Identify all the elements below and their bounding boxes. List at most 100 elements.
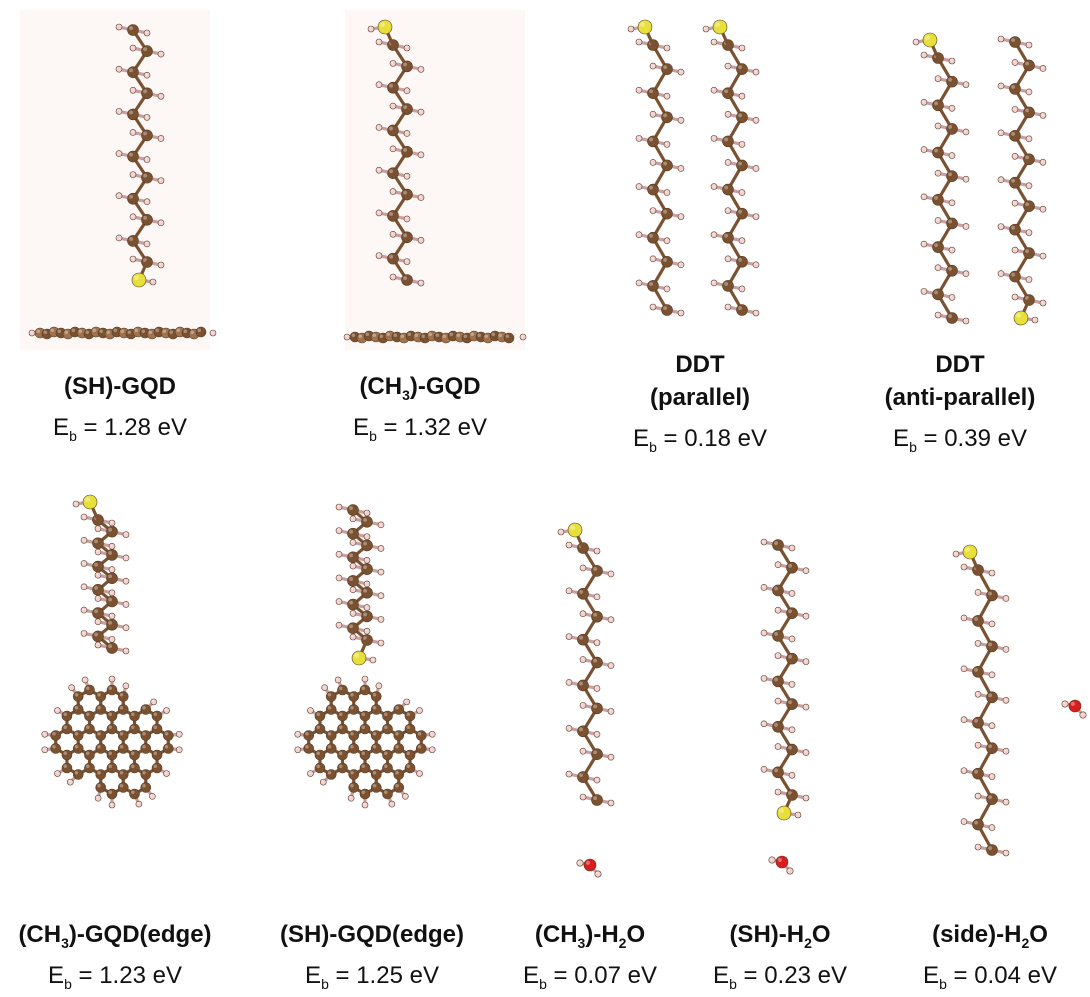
- hydrogen-shine: [964, 130, 966, 132]
- hydrogen-shine: [637, 40, 639, 42]
- text: (CH: [18, 921, 61, 948]
- hydrogen: [636, 184, 642, 190]
- hydrogen-shine: [964, 272, 966, 274]
- hydrogen-shine: [124, 556, 126, 558]
- carbon-shine: [387, 333, 391, 337]
- carbon: [578, 726, 589, 737]
- carbon-shine: [593, 796, 597, 800]
- carbon: [504, 333, 514, 343]
- carbon-shine: [108, 598, 112, 602]
- sulfur: [777, 806, 791, 820]
- hydrogen: [1012, 247, 1018, 253]
- hydrogen-shine: [337, 576, 339, 578]
- carbon-shine: [373, 771, 377, 775]
- hydrogen: [136, 801, 142, 807]
- carbon: [96, 744, 106, 754]
- carbon-shine: [108, 528, 112, 532]
- carbon-shine: [788, 609, 792, 613]
- carbon-shine: [948, 220, 952, 224]
- carbon: [362, 564, 373, 575]
- carbon-shine: [97, 771, 101, 775]
- hydrogen-shine: [964, 224, 966, 226]
- hydrogen: [123, 683, 129, 689]
- carbon-shine: [389, 169, 393, 173]
- hydrogen-shine: [351, 564, 353, 566]
- carbon: [973, 615, 984, 626]
- hydrogen-shine: [962, 667, 964, 669]
- hydrogen-shine: [117, 25, 119, 27]
- hydrogen-shine: [790, 546, 792, 548]
- carbon: [371, 770, 381, 780]
- hydrogen-shine: [776, 790, 778, 792]
- hydrogen: [975, 793, 981, 799]
- hydrogen-shine: [595, 732, 597, 734]
- carbon-shine: [198, 329, 202, 333]
- carbon-shine: [988, 592, 992, 596]
- carbon-shine: [1011, 132, 1015, 136]
- hydrogen-shine: [145, 115, 147, 117]
- carbon: [93, 561, 104, 572]
- hydrogen-shine: [371, 658, 373, 660]
- text: (anti-parallel): [885, 384, 1036, 411]
- hydrogen-shine: [665, 142, 667, 144]
- carbon-shine: [403, 148, 407, 152]
- carbon: [107, 643, 118, 654]
- sulfur-shine: [715, 22, 720, 27]
- carbon-shine: [52, 732, 56, 736]
- hydrogen: [307, 771, 313, 777]
- carbon-shine: [366, 333, 370, 337]
- hydrogen-shine: [990, 571, 992, 573]
- carbon: [394, 783, 404, 793]
- carbon-shine: [436, 334, 440, 338]
- hydrogen-shine: [124, 626, 126, 628]
- carbon: [592, 657, 603, 668]
- hydrogen: [949, 58, 955, 64]
- carbon: [933, 194, 944, 205]
- carbon: [787, 562, 798, 573]
- carbon: [130, 789, 140, 799]
- hydrogen: [935, 123, 941, 129]
- hydrogen: [95, 549, 101, 555]
- carbon-shine: [738, 113, 742, 117]
- carbon: [130, 724, 140, 734]
- hydrogen-shine: [82, 608, 84, 610]
- hydrogen-shine: [110, 591, 112, 593]
- hydrogen-shine: [1013, 107, 1015, 109]
- carbon-shine: [131, 713, 135, 717]
- hydrogen-shine: [68, 780, 70, 782]
- hydrogen-shine: [679, 166, 681, 168]
- carbon: [93, 608, 104, 619]
- text: = 1.23 eV: [72, 962, 182, 989]
- carbon-shine: [373, 693, 377, 697]
- carbon: [93, 631, 104, 642]
- hydrogen: [753, 165, 759, 171]
- hydrogen: [390, 231, 396, 237]
- carbon: [107, 596, 118, 607]
- hydrogen-shine: [581, 612, 583, 614]
- hydrogen: [95, 595, 101, 601]
- hydrogen-shine: [405, 89, 407, 91]
- hydrogen-shine: [377, 83, 379, 85]
- hydrogen-shine: [96, 527, 98, 529]
- carbon: [152, 750, 162, 760]
- text: DDT: [675, 351, 724, 378]
- hydrogen: [953, 551, 959, 557]
- carbon-shine: [593, 567, 597, 571]
- hydrogen: [761, 675, 767, 681]
- hydrogen-shine: [1027, 43, 1029, 45]
- carbon: [402, 275, 413, 286]
- subscript: b: [909, 439, 917, 455]
- hydrogen: [608, 663, 614, 669]
- hydrogen-shine: [637, 184, 639, 186]
- hydrogen: [725, 256, 731, 262]
- carbon: [73, 744, 83, 754]
- text: E: [633, 425, 649, 452]
- hydrogen: [566, 588, 572, 594]
- carbon: [662, 64, 673, 75]
- hydrogen-shine: [936, 77, 938, 79]
- sulfur: [638, 20, 652, 34]
- carbon-shine: [328, 693, 332, 697]
- carbon-shine: [389, 212, 393, 216]
- carbon-shine: [579, 773, 583, 777]
- hydrogen-shine: [164, 771, 166, 773]
